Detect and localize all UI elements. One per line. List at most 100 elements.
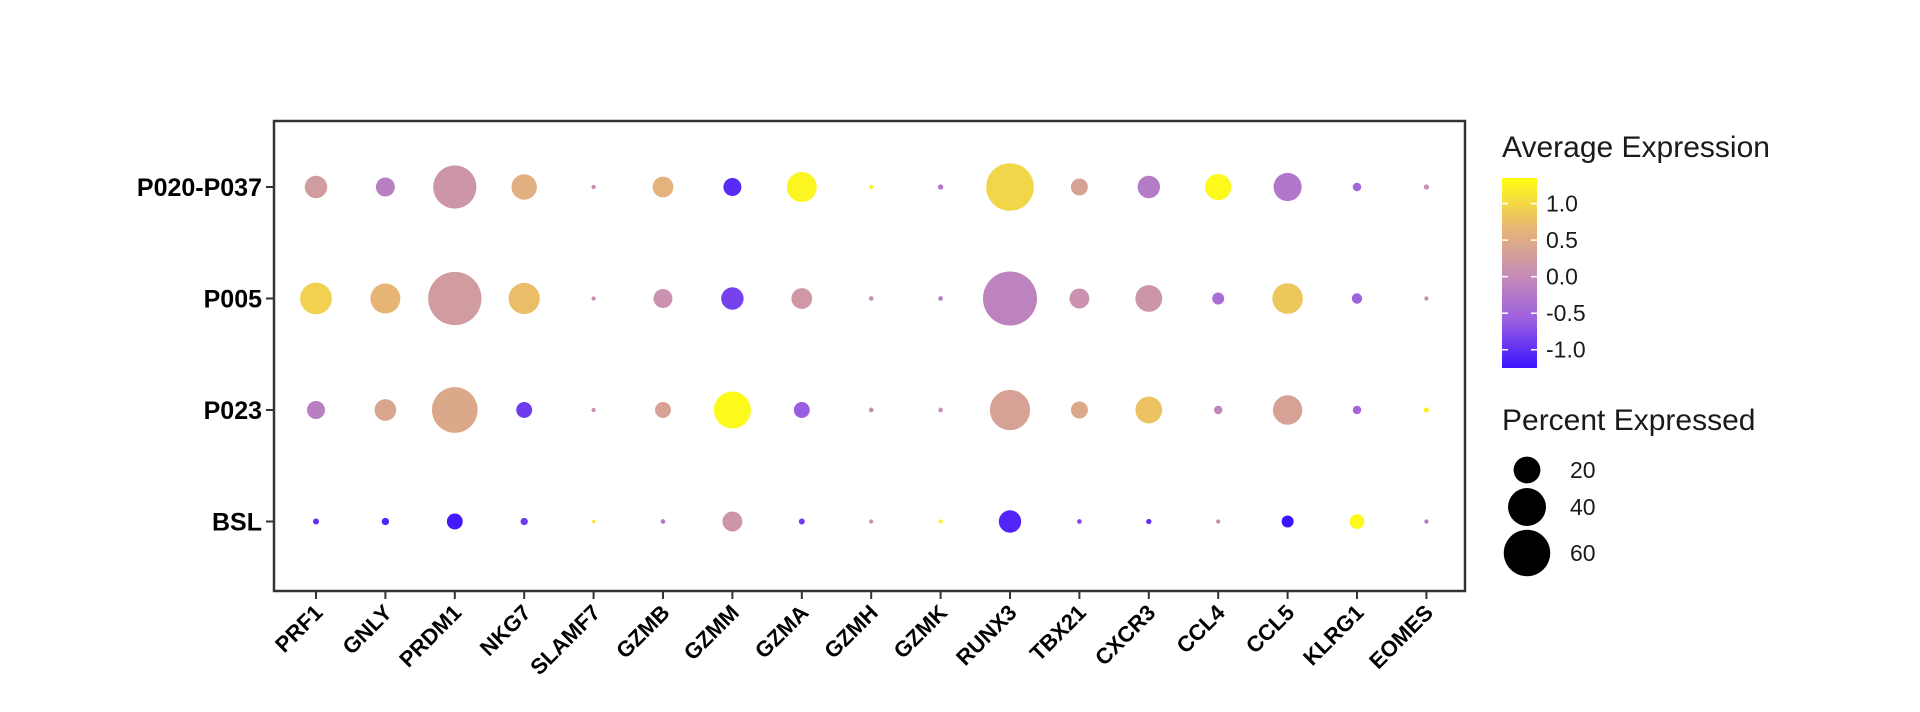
x-tick-label: GZMA <box>750 600 814 664</box>
dot-P020-P037-GZMA <box>786 172 817 202</box>
dot-P005-EOMES <box>1424 296 1429 301</box>
dot-P023-GNLY <box>374 399 397 421</box>
dot-BSL-TBX21 <box>1077 519 1082 524</box>
x-tick-label: CCL4 <box>1171 599 1230 658</box>
dot-P023-GZMA <box>793 402 810 418</box>
dot-P023-EOMES <box>1423 407 1430 413</box>
color-legend-ticks: 1.0 0.5 0.0 -0.5 -1.0 <box>1502 191 1586 363</box>
dot-BSL-NKG7 <box>520 517 528 526</box>
dot-P005-GNLY <box>370 283 401 314</box>
x-tick-label: TBX21 <box>1025 600 1091 666</box>
dot-BSL-SLAMF7 <box>591 519 596 524</box>
dot-P020-P037-CCL4 <box>1205 173 1232 201</box>
size-legend: Percent Expressed 20 40 60 <box>1502 404 1755 577</box>
dot-P020-P037-GZMM <box>723 178 742 196</box>
dot-P023-GZMH <box>868 407 874 413</box>
dot-P020-P037-KLRG1 <box>1352 182 1362 192</box>
dot-P005-GZMM <box>721 287 744 310</box>
dot-P020-P037-RUNX3 <box>986 163 1034 211</box>
y-tick-label: P020-P037 <box>137 174 262 202</box>
size-key-dot <box>1513 456 1541 484</box>
size-key-label: 40 <box>1570 494 1596 520</box>
dot-BSL-CCL4 <box>1216 519 1221 524</box>
dot-P020-P037-TBX21 <box>1070 178 1088 196</box>
dot-P005-PRDM1 <box>428 271 482 326</box>
dot-P020-P037-NKG7 <box>511 174 537 200</box>
dot-BSL-GZMH <box>869 519 874 524</box>
dot-P023-KLRG1 <box>1352 405 1362 415</box>
x-tick-label: GNLY <box>337 600 397 660</box>
x-tick-label: EOMES <box>1364 600 1438 674</box>
dot-P005-GZMK <box>938 296 943 301</box>
size-key-dot <box>1503 529 1551 577</box>
dot-P023-GZMK <box>938 407 943 413</box>
dot-P020-P037-PRF1 <box>304 175 328 199</box>
dot-P005-CCL4 <box>1212 292 1225 305</box>
dot-layer <box>300 163 1430 533</box>
color-legend-title: Average Expression <box>1502 131 1770 164</box>
dot-P020-P037-CCL5 <box>1273 172 1302 202</box>
dot-P005-KLRG1 <box>1351 293 1363 304</box>
color-tick-label: -1.0 <box>1546 337 1586 363</box>
x-tick-label: GZMK <box>889 600 953 664</box>
dot-BSL-PRDM1 <box>446 513 463 530</box>
x-tick-label: CCL5 <box>1241 600 1299 658</box>
dot-P023-TBX21 <box>1070 401 1088 419</box>
x-tick-label: SLAMF7 <box>525 600 605 680</box>
dot-BSL-GZMK <box>938 519 943 524</box>
dot-P023-CCL5 <box>1272 395 1303 425</box>
dot-BSL-KLRG1 <box>1349 514 1365 529</box>
dot-P020-P037-PRDM1 <box>433 165 477 209</box>
y-tick-label: BSL <box>212 509 262 537</box>
x-tick-label: GZMH <box>819 600 882 663</box>
dot-P005-PRF1 <box>300 282 332 315</box>
y-tick-label: P023 <box>204 397 262 425</box>
dot-P020-P037-GNLY <box>375 177 395 197</box>
dot-P005-NKG7 <box>508 282 540 315</box>
size-key-label: 60 <box>1570 540 1596 566</box>
dot-BSL-EOMES <box>1424 519 1429 524</box>
dot-BSL-RUNX3 <box>998 510 1022 533</box>
dot-P020-P037-CXCR3 <box>1137 175 1161 199</box>
x-tick-label: PRDM1 <box>394 600 466 672</box>
color-tick-label: 0.0 <box>1546 264 1578 290</box>
dot-BSL-GNLY <box>381 517 390 526</box>
dot-BSL-GZMA <box>798 518 805 525</box>
color-tick-label: 1.0 <box>1546 191 1578 217</box>
size-legend-title: Percent Expressed <box>1502 404 1755 437</box>
color-tick-label: -0.5 <box>1546 300 1586 326</box>
dot-P023-RUNX3 <box>989 389 1031 431</box>
dot-P023-CCL4 <box>1213 405 1223 415</box>
x-tick-label: RUNX3 <box>951 600 1021 670</box>
dot-P023-PRDM1 <box>431 387 478 433</box>
x-tick-label: KLRG1 <box>1298 600 1368 670</box>
dot-P005-GZMA <box>791 288 813 309</box>
dot-BSL-GZMB <box>660 519 666 524</box>
dot-P005-SLAMF7 <box>591 296 596 301</box>
dot-P023-NKG7 <box>516 402 533 418</box>
y-axis-tick-labels: P020-P037 P005 P023 BSL <box>137 174 274 537</box>
color-tick-label: 0.5 <box>1546 227 1578 253</box>
dot-P020-P037-GZMB <box>652 176 674 198</box>
dot-P005-GZMH <box>868 296 874 301</box>
dot-P005-TBX21 <box>1069 288 1090 309</box>
dot-P005-RUNX3 <box>983 271 1037 326</box>
dot-P023-SLAMF7 <box>591 407 596 413</box>
dot-P020-P037-GZMK <box>937 184 944 190</box>
size-key-label: 20 <box>1570 457 1596 483</box>
x-tick-label: GZMB <box>611 600 674 663</box>
x-tick-label: NKG7 <box>475 600 536 661</box>
dot-P020-P037-GZMH <box>869 184 874 190</box>
dot-P023-PRF1 <box>307 401 325 419</box>
color-legend-bar <box>1502 178 1537 368</box>
color-legend: Average Expression 1.0 0.5 0.0 -0.5 -1.0 <box>1502 131 1770 368</box>
y-tick-label: P005 <box>204 286 262 314</box>
dot-P005-GZMB <box>653 289 673 308</box>
size-legend-keys: 20 40 60 <box>1503 456 1596 577</box>
dot-P020-P037-EOMES <box>1423 184 1430 190</box>
x-tick-label: CXCR3 <box>1090 600 1160 670</box>
dot-P023-GZMM <box>713 391 751 429</box>
dot-P020-P037-SLAMF7 <box>591 184 596 190</box>
